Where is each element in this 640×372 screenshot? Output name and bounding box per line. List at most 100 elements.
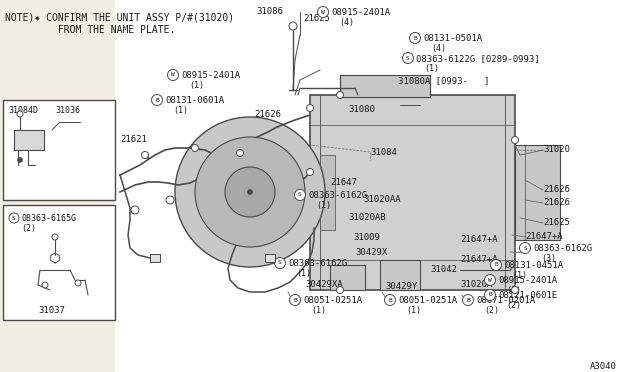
Circle shape <box>307 105 314 112</box>
Bar <box>265 254 275 262</box>
Circle shape <box>317 6 328 17</box>
Text: (1): (1) <box>189 81 204 90</box>
Text: 31020A: 31020A <box>460 280 492 289</box>
Circle shape <box>248 189 253 195</box>
Text: S: S <box>12 215 16 221</box>
Bar <box>310 95 515 290</box>
Text: NOTE)✷ CONFIRM THE UNIT ASSY P/#(31020): NOTE)✷ CONFIRM THE UNIT ASSY P/#(31020) <box>5 13 234 23</box>
Circle shape <box>75 280 81 286</box>
Bar <box>340 75 430 97</box>
Text: 31086: 31086 <box>256 7 283 16</box>
Text: 30429Y: 30429Y <box>385 282 417 291</box>
Text: 08915-2401A: 08915-2401A <box>331 8 390 17</box>
Text: (1): (1) <box>424 64 439 73</box>
Text: 21647: 21647 <box>330 178 357 187</box>
Text: (2): (2) <box>21 224 36 233</box>
Text: (1): (1) <box>406 306 421 315</box>
Text: 08915-2401A: 08915-2401A <box>181 71 240 80</box>
Text: (3): (3) <box>541 254 556 263</box>
Circle shape <box>520 243 531 253</box>
Text: 31080: 31080 <box>348 105 375 114</box>
Text: (4): (4) <box>339 18 354 27</box>
Text: (1): (1) <box>512 271 527 280</box>
Text: 31080A [0993-   ]: 31080A [0993- ] <box>398 76 490 85</box>
Text: (1): (1) <box>296 269 311 278</box>
Text: 31042: 31042 <box>430 265 457 274</box>
Circle shape <box>42 282 48 288</box>
Circle shape <box>9 213 19 223</box>
Text: 31020AB: 31020AB <box>348 213 386 222</box>
Text: 08051-0251A: 08051-0251A <box>398 296 457 305</box>
Circle shape <box>289 22 297 30</box>
Bar <box>515 145 560 240</box>
Circle shape <box>337 92 344 99</box>
Bar <box>150 254 160 262</box>
Bar <box>3 100 115 200</box>
Text: 21625: 21625 <box>543 218 570 227</box>
Text: (1): (1) <box>173 106 188 115</box>
Text: A3040: A3040 <box>590 362 617 371</box>
Text: 21625: 21625 <box>303 14 330 23</box>
Text: 08915-2401A: 08915-2401A <box>498 276 557 285</box>
Text: S: S <box>278 260 282 266</box>
Text: B: B <box>466 298 470 302</box>
Circle shape <box>463 295 474 305</box>
Text: 30429XA: 30429XA <box>305 280 342 289</box>
Text: B: B <box>155 97 159 103</box>
Text: 08363-6162G: 08363-6162G <box>308 191 367 200</box>
Circle shape <box>195 137 305 247</box>
Text: (2): (2) <box>484 306 499 315</box>
Circle shape <box>191 144 198 151</box>
Text: 31020AA: 31020AA <box>363 195 401 204</box>
Text: 08131-0601A: 08131-0601A <box>165 96 224 105</box>
Text: 21647+A: 21647+A <box>460 235 498 244</box>
Text: 21626: 21626 <box>543 185 570 194</box>
Text: 31036: 31036 <box>55 106 80 115</box>
Circle shape <box>410 32 420 44</box>
Circle shape <box>275 257 285 269</box>
Circle shape <box>490 260 502 270</box>
Circle shape <box>131 206 139 214</box>
Circle shape <box>294 189 305 201</box>
Text: (1): (1) <box>506 286 521 295</box>
Text: B: B <box>413 35 417 41</box>
Bar <box>14 130 44 150</box>
Text: 31037: 31037 <box>38 306 65 315</box>
Text: 21626: 21626 <box>543 198 570 207</box>
Text: 08363-6165G: 08363-6165G <box>21 214 76 223</box>
Bar <box>115 0 640 372</box>
Text: S: S <box>298 192 302 198</box>
Text: 08131-0451A: 08131-0451A <box>504 261 563 270</box>
Text: 21647+A: 21647+A <box>525 232 563 241</box>
Text: (2): (2) <box>506 301 521 310</box>
Text: 08051-0251A: 08051-0251A <box>303 296 362 305</box>
Text: B: B <box>388 298 392 302</box>
Bar <box>3 205 115 320</box>
Circle shape <box>225 167 275 217</box>
Circle shape <box>403 52 413 64</box>
Circle shape <box>385 295 396 305</box>
Text: S: S <box>406 55 410 61</box>
Text: B: B <box>494 263 498 267</box>
Bar <box>380 260 420 290</box>
Text: 21621: 21621 <box>120 135 147 144</box>
Text: (1): (1) <box>316 201 331 210</box>
Circle shape <box>337 286 344 294</box>
Circle shape <box>17 157 22 163</box>
Circle shape <box>152 94 163 106</box>
Circle shape <box>17 111 23 117</box>
Text: 08131-0501A: 08131-0501A <box>423 34 482 43</box>
Text: W: W <box>488 278 492 282</box>
Circle shape <box>168 70 179 80</box>
Text: 31020: 31020 <box>543 145 570 154</box>
Text: 21626: 21626 <box>258 155 285 164</box>
Text: 08363-6162G: 08363-6162G <box>533 244 592 253</box>
Text: B: B <box>293 298 297 302</box>
Circle shape <box>289 295 301 305</box>
Text: 31084D: 31084D <box>8 106 38 115</box>
Circle shape <box>484 289 495 301</box>
Circle shape <box>484 275 495 285</box>
Text: W: W <box>321 10 325 15</box>
Text: 08121-0601E: 08121-0601E <box>498 291 557 300</box>
Text: 30429X: 30429X <box>355 248 387 257</box>
